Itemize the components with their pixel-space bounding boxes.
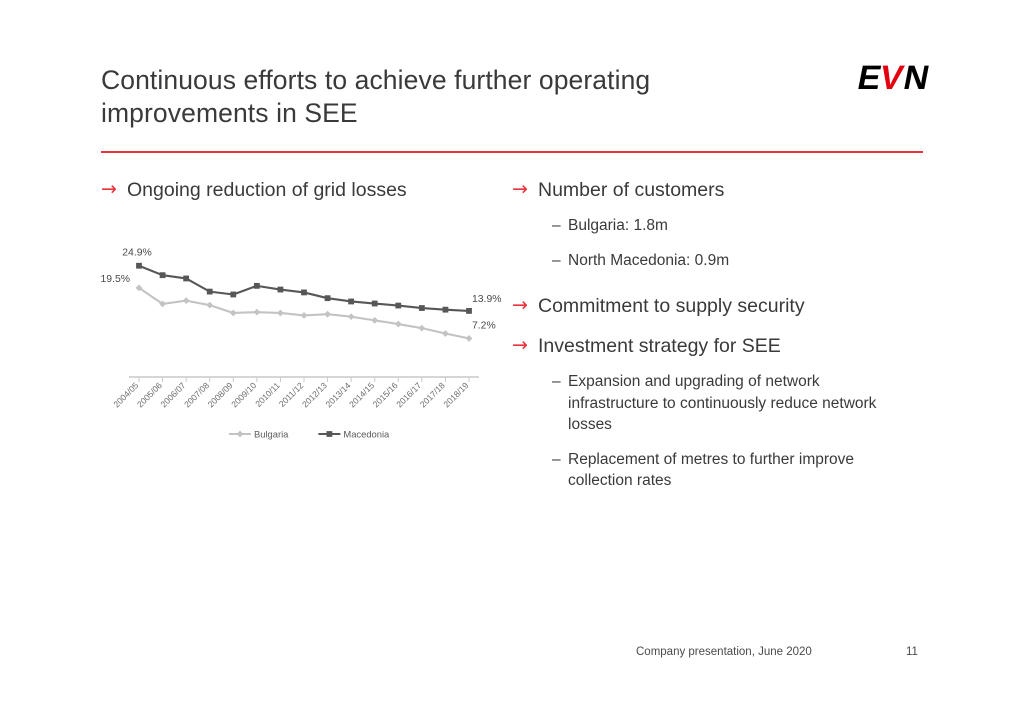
data-point-bulgaria — [182, 297, 190, 305]
data-point-macedonia — [395, 302, 402, 309]
x-axis-tick-label: 2014/15 — [347, 380, 376, 409]
footer-text: Company presentation, June 2020 — [636, 646, 812, 658]
right-item-0-heading-item: → Number of customers — [512, 178, 924, 202]
x-axis-tick-label: 2007/08 — [182, 380, 211, 409]
right-item-0-sub-0: – Bulgaria: 1.8m — [552, 215, 924, 237]
data-point-macedonia — [277, 286, 284, 293]
data-point-macedonia — [324, 295, 331, 302]
data-point-bulgaria — [229, 309, 237, 317]
left-column-heading-item: → Ongoing reduction of grid losses — [101, 178, 501, 202]
right-item-0-sub-1-label: North Macedonia: 0.9m — [568, 251, 730, 269]
data-point-bulgaria — [442, 330, 449, 337]
data-point-bulgaria — [277, 309, 284, 317]
legend-swatch-marker — [326, 431, 333, 437]
legend-label: Bulgaria — [254, 428, 289, 439]
x-axis-tick-label: 2013/14 — [324, 380, 353, 409]
data-point-macedonia — [183, 275, 190, 282]
x-axis-tick-label: 2016/17 — [394, 380, 423, 409]
footer-page-number: 11 — [906, 646, 918, 658]
left-column-heading: Ongoing reduction of grid losses — [127, 179, 407, 201]
left-column: → Ongoing reduction of grid losses — [101, 178, 501, 208]
right-item-1-heading-item: → Commitment to supply security — [512, 294, 924, 318]
arrow-right-icon: → — [101, 178, 117, 200]
data-point-bulgaria — [465, 335, 473, 342]
arrow-right-icon: → — [512, 178, 528, 200]
x-axis-tick-label: 2012/13 — [300, 380, 329, 409]
data-point-macedonia — [253, 282, 260, 289]
data-point-bulgaria — [253, 308, 261, 316]
right-item-2-sub-1: – Replacement of metres to further impro… — [552, 449, 924, 492]
data-point-bulgaria — [347, 313, 355, 321]
x-axis-tick-label: 2009/10 — [229, 380, 258, 409]
dash-icon: – — [552, 373, 561, 390]
x-axis-tick-label: 2006/07 — [159, 380, 188, 409]
data-label: 7.2% — [472, 320, 496, 331]
data-point-bulgaria — [418, 324, 426, 332]
chart-canvas: 2004/052005/062006/072007/082008/092009/… — [101, 248, 502, 440]
title-divider — [101, 151, 923, 153]
data-point-bulgaria — [135, 284, 143, 292]
right-item-2-sub-0: – Expansion and upgrading of network inf… — [552, 371, 924, 436]
dash-icon: – — [552, 217, 561, 234]
data-label: 24.9% — [122, 248, 151, 259]
data-label: 19.5% — [101, 274, 130, 285]
data-point-macedonia — [136, 262, 142, 269]
data-point-macedonia — [418, 305, 425, 311]
right-item-2-heading: Investment strategy for SEE — [538, 335, 781, 357]
data-point-bulgaria — [394, 320, 402, 328]
right-item-2-sub-0-label: Expansion and upgrading of network infra… — [568, 373, 877, 433]
x-axis-tick-label: 2018/19 — [441, 380, 470, 409]
data-point-macedonia — [301, 289, 307, 296]
data-point-macedonia — [466, 308, 472, 314]
grid-losses-chart: 2004/05 2005/06 2006/07 2007/08 2008/09 2009/… — [101, 225, 502, 455]
data-label: 13.9% — [472, 294, 501, 305]
dash-icon: – — [552, 251, 561, 269]
evn-logo: E V N — [848, 58, 940, 98]
arrow-right-icon: → — [512, 294, 528, 316]
right-item-0-sub-1: – North Macedonia: 0.9m — [552, 250, 924, 272]
x-axis-tick-label: 2004/05 — [111, 380, 140, 409]
x-axis-tick-label: 2015/16 — [371, 380, 400, 409]
data-point-bulgaria — [300, 312, 308, 319]
page-title: Continuous efforts to achieve further op… — [101, 65, 651, 128]
data-point-bulgaria — [159, 300, 166, 308]
data-point-bulgaria — [324, 310, 331, 318]
right-item-1-heading: Commitment to supply security — [538, 295, 805, 317]
data-point-macedonia — [442, 306, 449, 313]
data-point-macedonia — [230, 291, 237, 298]
x-axis-tick-label: 2017/18 — [418, 380, 447, 409]
right-item-2-sub-1-label: Replacement of metres to further improve… — [568, 450, 855, 490]
data-point-macedonia — [206, 288, 213, 295]
dash-icon: – — [552, 450, 561, 468]
right-column: → Number of customers – Bulgaria: 1.8m –… — [512, 178, 924, 505]
data-point-bulgaria — [371, 316, 379, 324]
data-point-bulgaria — [206, 301, 214, 309]
data-point-macedonia — [371, 300, 378, 307]
data-point-macedonia — [159, 272, 166, 279]
right-item-0-sub-0-label: Bulgaria: 1.8m — [568, 217, 668, 234]
series-line-macedonia — [137, 264, 471, 312]
arrow-right-icon: → — [512, 334, 528, 356]
right-item-0-heading: Number of customers — [538, 179, 725, 201]
right-item-2-heading-item: → Investment strategy for SEE — [512, 334, 924, 358]
legend-label: Macedonia — [343, 428, 390, 439]
data-point-macedonia — [348, 298, 355, 305]
x-axis-tick-label: 2005/06 — [135, 380, 164, 409]
legend-swatch-marker — [236, 430, 244, 438]
x-axis-tick-label: 2008/09 — [206, 380, 235, 409]
x-axis-tick-label: 2010/11 — [253, 380, 282, 409]
